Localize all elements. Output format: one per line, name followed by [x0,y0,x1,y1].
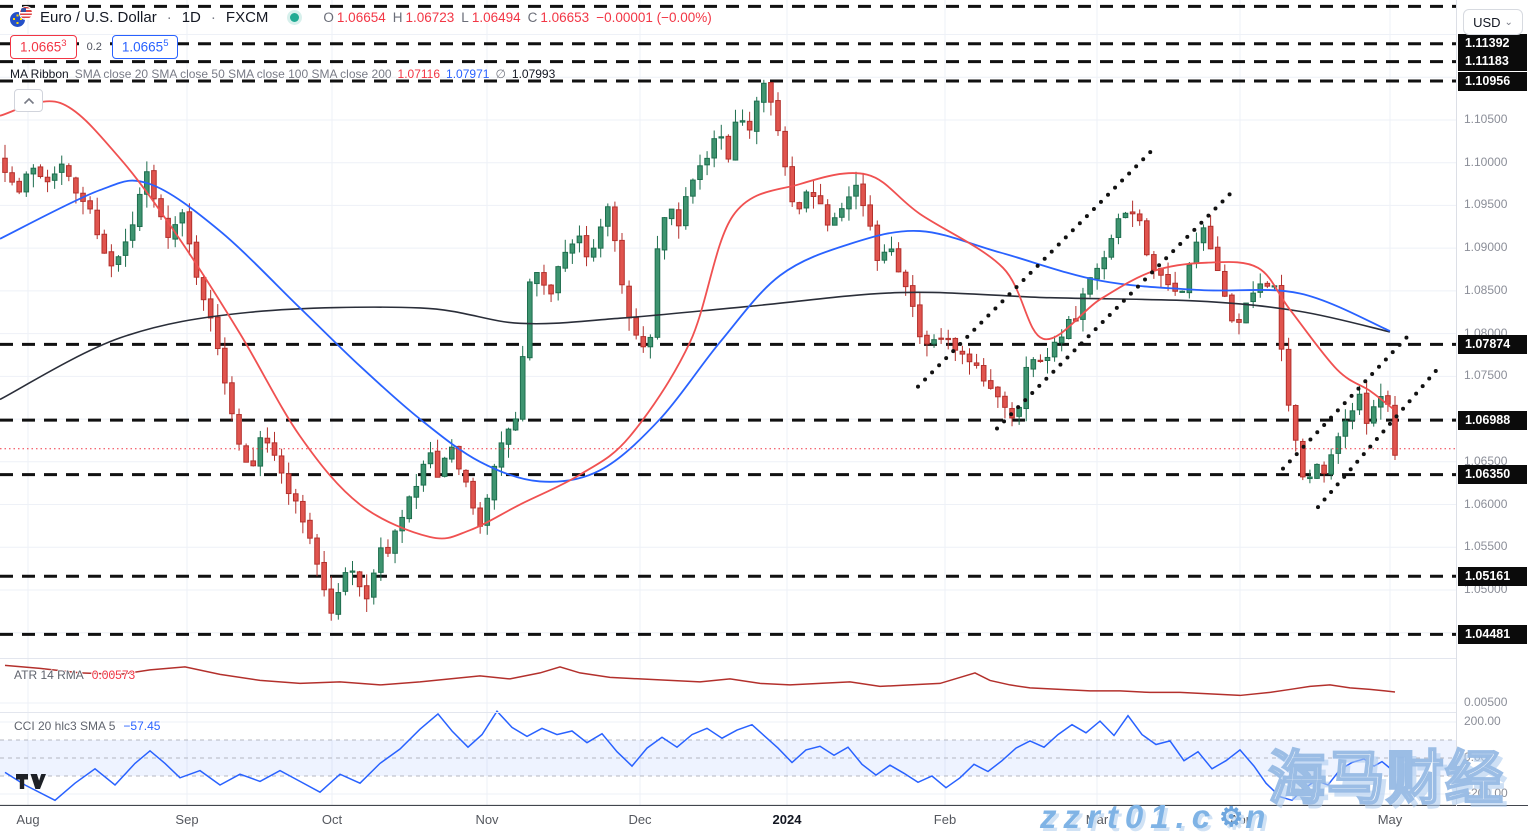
separator: · [166,8,172,26]
timeframe: 1D [181,8,201,26]
currency-unit-button[interactable]: USD ⌄ [1463,9,1523,35]
atr-value: 0.00573 [91,668,136,682]
cci-band [0,739,1456,777]
quote-row: 1.06653 0.2 1.06655 [10,35,179,59]
ma-ribbon-lines [0,100,1394,540]
sma200-value: 1.07993 [511,67,556,81]
chevron-down-icon: ⌄ [1504,16,1513,28]
time-tick-label: Apr [1229,812,1251,827]
eurusd-pair-icon [10,7,32,27]
time-tick-label: Mar [1085,812,1109,827]
symbol-legend[interactable]: Euro / U.S. Dollar · 1D · FXCM O 1.06654… [10,7,712,27]
open-value: 1.06654 [336,9,386,25]
price-tick-label: 1.09500 [1464,197,1508,212]
price-tick-label: 0.00 [1464,750,1488,764]
time-tick-label: Oct [321,812,343,827]
atr-line [4,664,1396,697]
exchange: FXCM [225,8,269,26]
price-tick-label: 0.00500 [1464,694,1508,709]
gridlines [0,0,1456,805]
time-axis[interactable]: Aug Sep Oct Nov Dec 2024 Feb Mar Apr May [0,806,1528,833]
cci-label: CCI 20 hlc3 SMA 5 [14,719,116,733]
price-tick-label: 1.10500 [1464,111,1508,126]
sma20-value: 1.07116 [397,67,441,81]
high-value: 1.06723 [405,9,455,25]
price-axis[interactable]: 1.10500 1.10000 1.09500 1.09000 1.08500 1.080… [1457,0,1528,805]
price-tick-label: 1.06000 [1464,496,1508,511]
tradingview-logo-icon [16,774,46,789]
cci-value: −57.45 [123,719,161,733]
close-value: 1.06653 [540,9,590,25]
time-tick-label: Sep [175,812,199,827]
symbol-title: Euro / U.S. Dollar [40,8,157,26]
time-tick-label: May [1377,812,1403,827]
change-value: −0.00001 (−0.00%) [596,9,712,25]
currency-label: USD [1473,14,1501,30]
price-level-tag: 1.06350 [1458,465,1527,485]
chevron-up-icon [23,97,34,104]
close-label: C [527,9,538,25]
high-label: H [392,9,403,25]
price-tick-label: 1.10000 [1464,154,1508,169]
low-label: L [461,9,469,25]
low-value: 1.06494 [471,9,521,25]
ma-ribbon-legend[interactable]: MA Ribbon SMA close 20 SMA close 50 SMA … [10,67,555,81]
time-tick-label: Feb [933,812,957,827]
sell-button[interactable]: 1.06653 [10,35,77,59]
support-resistance-levels[interactable] [0,4,1456,636]
market-status-icon [290,12,300,22]
price-tick-label: 200.00 [1464,714,1501,728]
price-tick-label: −200.00 [1464,786,1508,800]
cci-legend[interactable]: CCI 20 hlc3 SMA 5 −57.45 [14,719,160,733]
sma50-value: 1.07971 [446,67,490,81]
trendlines[interactable] [916,145,1439,510]
buy-button[interactable]: 1.06655 [111,35,179,59]
atr-label: ATR 14 RMA [14,668,84,682]
price-tick-label: 1.09000 [1464,240,1508,255]
indicator-params: SMA close 20 SMA close 50 SMA close 100 … [74,67,392,81]
price-level-tag: 1.06988 [1458,410,1527,430]
cci-line [4,709,1391,802]
price-level-tag: 1.10956 [1458,71,1527,91]
price-level-tag: 1.04481 [1458,624,1527,644]
open-label: O [323,9,334,25]
collapse-legend-button[interactable] [14,89,43,112]
time-tick-label: Dec [628,812,652,827]
time-tick-label: 2024 [772,812,802,827]
price-tick-label: 1.08500 [1464,282,1508,297]
price-level-tag: 1.11183 [1458,52,1527,72]
atr-legend[interactable]: ATR 14 RMA 0.00573 [14,668,135,682]
price-level-tag: 1.05161 [1458,566,1527,586]
price-level-tag: 1.11392 [1458,34,1527,54]
price-level-tag: 1.07874 [1458,334,1527,354]
indicator-name: MA Ribbon [10,67,69,81]
separator: · [210,8,216,26]
sma100-value: ∅ [495,67,506,81]
time-tick-label: Nov [475,812,499,827]
price-tick-label: 1.05500 [1464,539,1508,554]
candlestick-series [2,79,1398,621]
time-tick-label: Aug [16,812,40,827]
price-tick-label: 1.07500 [1464,368,1508,383]
price-tick-label: 1.06500 [1464,453,1508,468]
ohlc-values: O 1.06654 H 1.06723 L 1.06494 C 1.06653 … [323,10,711,25]
spread-value: 0.2 [84,39,104,54]
tradingview-logo[interactable] [16,773,46,795]
